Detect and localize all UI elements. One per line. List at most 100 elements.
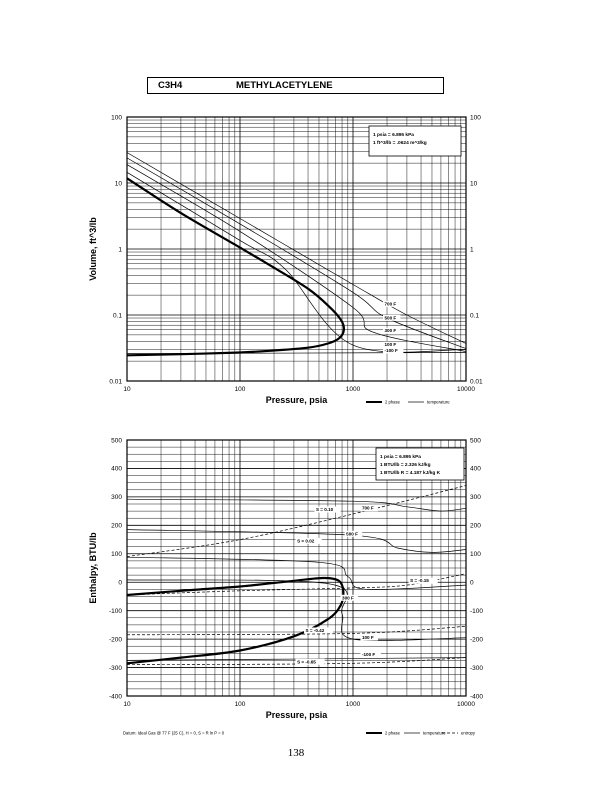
enthalpy-curve-label-bg <box>344 530 363 537</box>
enthalpy-curve-label-bg <box>295 537 322 544</box>
volume-y-tick-label-right: 1 <box>470 246 474 253</box>
volume-x-tick-label: 10000 <box>457 386 475 393</box>
enthalpy-info-line: 1 psia = 6.895 kPa <box>380 454 421 460</box>
enthalpy-curve-label-bg <box>360 651 381 658</box>
volume-x-tick-label: 1000 <box>346 386 361 393</box>
enthalpy-y-tick-label-left: -200 <box>109 636 122 643</box>
volume-series-line-0 <box>126 152 467 344</box>
enthalpy-y-tick-label-left: 400 <box>111 466 122 473</box>
enthalpy-series-line-7 <box>126 625 467 636</box>
enthalpy-y-tick-label-right: -200 <box>470 636 483 643</box>
enthalpy-y-tick-label-left: -100 <box>109 608 122 615</box>
volume-plot-frame <box>126 116 467 382</box>
volume-y-tick-label-left: 0.01 <box>109 378 122 385</box>
volume-legend-label: 2 phase <box>385 400 401 405</box>
enthalpy-curve-label: 500 F <box>346 531 358 536</box>
volume-y-tick-label-right: 10 <box>470 180 478 187</box>
enthalpy-y-tick-label-right: 500 <box>470 437 481 444</box>
enthalpy-curve-label: S = -0.65 <box>297 659 316 664</box>
enthalpy-series-line-2 <box>126 556 467 590</box>
enthalpy-x-tick-label: 100 <box>235 701 246 708</box>
volume-x-tick-label: 10 <box>123 386 131 393</box>
enthalpy-series-line-5 <box>126 485 467 557</box>
enthalpy-legend-label: entropy <box>461 731 476 736</box>
enthalpy-y-tick-label-left: 200 <box>111 523 122 530</box>
volume-curve-label-bg <box>382 314 401 321</box>
enthalpy-series-line-0 <box>126 498 467 512</box>
volume-series-line-2 <box>126 164 467 352</box>
enthalpy-y-axis-title: Enthalpy, BTU/lb <box>88 532 98 604</box>
volume-info-line: 1 psia = 6.895 kPa <box>373 132 414 138</box>
enthalpy-x-axis-title: Pressure, psia <box>266 710 329 720</box>
volume-y-axis-title: Volume, ft^3/lb <box>88 217 98 281</box>
enthalpy-y-tick-label-left: 100 <box>111 551 122 558</box>
enthalpy-y-tick-label-left: 300 <box>111 494 122 501</box>
enthalpy-curve-label: S = 0.10 <box>316 507 334 512</box>
enthalpy-legend-label: 2 phase <box>385 731 401 736</box>
volume-curve-label: 500 F <box>384 315 396 320</box>
enthalpy-series-line-8 <box>126 657 467 666</box>
volume-x-axis-title: Pressure, psia <box>266 395 329 405</box>
volume-y-tick-label-right: 0.1 <box>470 312 479 319</box>
volume-y-tick-label-right: 0.01 <box>470 378 483 385</box>
enthalpy-datum-note: Datum: Ideal Gas @ 77 F (25 C), H = 0, S… <box>123 731 225 736</box>
enthalpy-curve-label-bg <box>340 594 359 601</box>
enthalpy-info-line: 1 BTU/lb = 2.326 kJ/kg <box>380 462 431 468</box>
enthalpy-x-tick-label: 10 <box>123 701 131 708</box>
title-box: C3H4 METHYLACETYLENE <box>147 77 444 94</box>
volume-info-box <box>368 125 462 157</box>
enthalpy-y-tick-label-right: -400 <box>470 693 483 700</box>
enthalpy-y-tick-label-right: 300 <box>470 494 481 501</box>
enthalpy-y-tick-label-right: -100 <box>470 608 483 615</box>
enthalpy-legend-label: temperature <box>423 731 446 736</box>
volume-curve-label-bg <box>382 327 401 334</box>
volume-curve-label-bg <box>382 300 401 307</box>
enthalpy-curve-label: -100 F <box>362 652 375 657</box>
enthalpy-y-tick-label-right: 100 <box>470 551 481 558</box>
enthalpy-curve-label-bg <box>314 506 341 513</box>
volume-series-line-1 <box>126 157 467 349</box>
volume-curve-label: 300 F <box>384 328 396 333</box>
volume-curve-label: 100 F <box>384 342 396 347</box>
enthalpy-x-tick-label: 10000 <box>457 701 475 708</box>
enthalpy-info-line: 1 BTU/lb R = 4.187 kJ/kg K <box>380 470 441 476</box>
volume-y-tick-label-left: 10 <box>115 180 123 187</box>
volume-curve-label-bg <box>382 341 401 348</box>
enthalpy-series-line-1 <box>126 529 467 553</box>
enthalpy-curve-label-bg <box>360 505 378 512</box>
enthalpy-curve-label-bg <box>408 577 438 584</box>
volume-two-phase-curve <box>126 177 346 357</box>
compound-name: METHYLACETYLENE <box>236 80 333 91</box>
enthalpy-curve-label: 300 F <box>342 595 354 600</box>
enthalpy-plot-frame <box>126 439 467 697</box>
page-number: 138 <box>287 747 305 759</box>
enthalpy-y-tick-label-left: -400 <box>109 693 122 700</box>
volume-info-line: 1 ft^3/lb = .0624 m^3/kg <box>373 140 427 146</box>
enthalpy-series-line-3 <box>126 579 467 641</box>
enthalpy-y-tick-label-left: -300 <box>109 665 122 672</box>
volume-series-line-4 <box>126 352 467 354</box>
volume-curve-label-bg <box>382 347 404 354</box>
enthalpy-info-box <box>375 447 465 481</box>
volume-curve-label: 700 F <box>384 301 396 306</box>
enthalpy-curve-label: 700 F <box>362 506 374 511</box>
chemical-formula: C3H4 <box>158 80 183 91</box>
volume-curve-label: -100 F <box>384 348 397 353</box>
enthalpy-curve-label: S = -0.42 <box>306 628 325 633</box>
enthalpy-y-tick-label-right: 400 <box>470 466 481 473</box>
volume-y-tick-label-right: 100 <box>470 114 481 121</box>
enthalpy-y-tick-label-right: -300 <box>470 665 483 672</box>
volume-y-tick-label-left: 100 <box>111 114 122 121</box>
enthalpy-curve-label: S = 0.02 <box>297 538 315 543</box>
enthalpy-curve-label: 100 F <box>362 635 374 640</box>
volume-y-tick-label-left: 0.1 <box>113 312 122 319</box>
enthalpy-curve-label-bg <box>360 634 378 641</box>
enthalpy-y-tick-label-left: 500 <box>111 437 122 444</box>
enthalpy-y-tick-label-right: 0 <box>470 580 474 587</box>
volume-x-tick-label: 100 <box>235 386 246 393</box>
volume-y-tick-label-left: 1 <box>118 246 122 253</box>
enthalpy-curve-label-bg <box>304 627 334 634</box>
enthalpy-x-tick-label: 1000 <box>346 701 361 708</box>
enthalpy-y-tick-label-left: 0 <box>118 580 122 587</box>
